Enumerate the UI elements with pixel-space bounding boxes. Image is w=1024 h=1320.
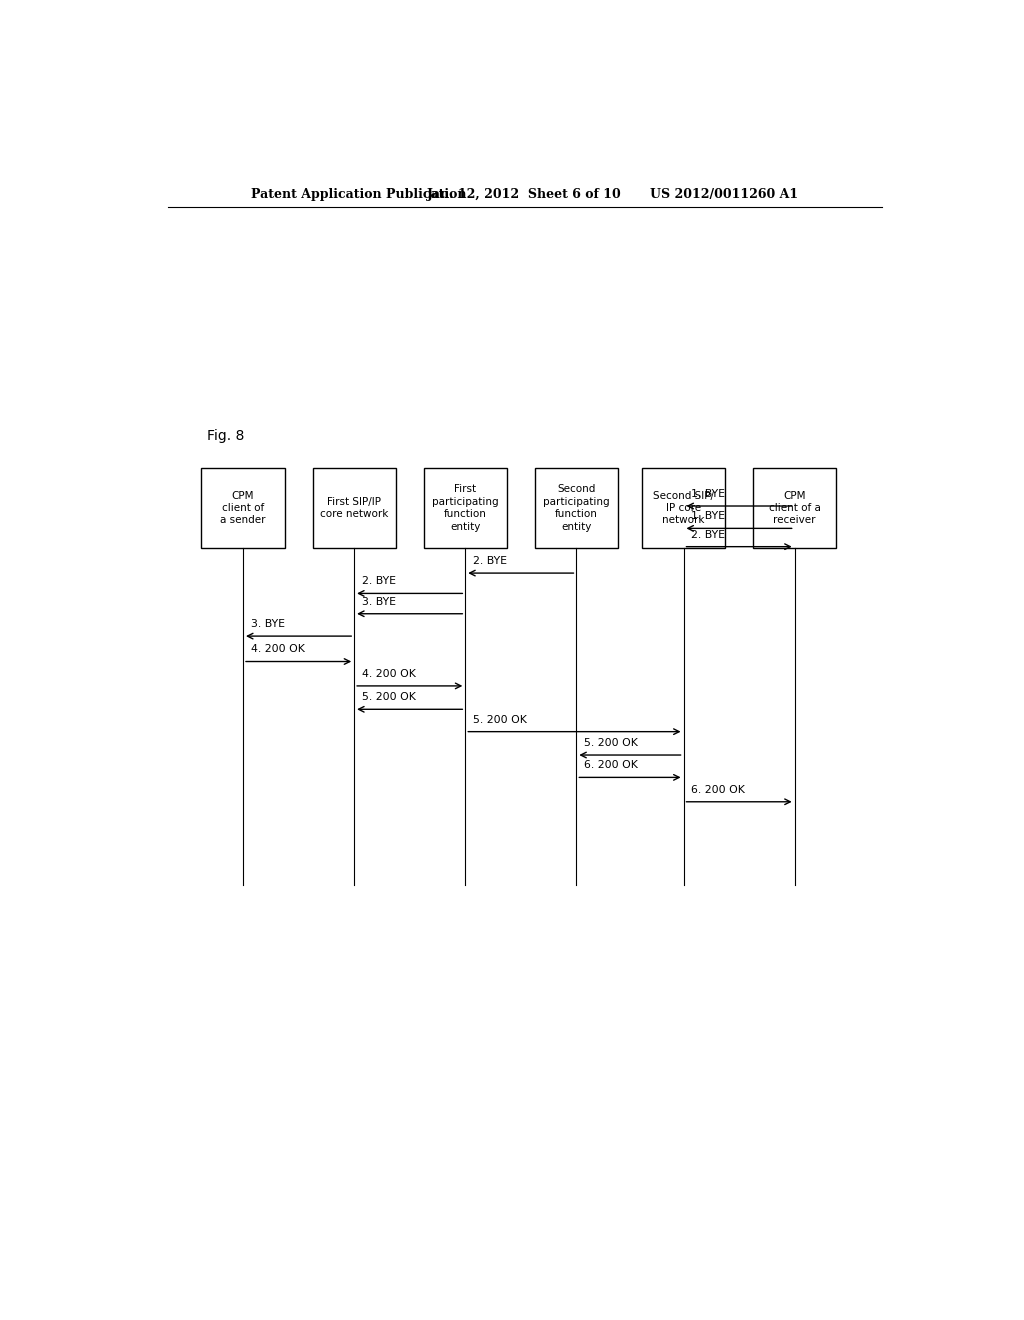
Bar	[202, 469, 285, 548]
Text: 6. 200 OK: 6. 200 OK	[585, 760, 638, 771]
Text: 2. BYE: 2. BYE	[473, 556, 507, 566]
Bar	[424, 469, 507, 548]
Bar	[753, 469, 837, 548]
Text: First SIP/IP
core network: First SIP/IP core network	[319, 496, 388, 519]
Bar	[642, 469, 725, 548]
Text: 3. BYE: 3. BYE	[362, 597, 396, 607]
Text: 3. BYE: 3. BYE	[251, 619, 285, 630]
Text: 2. BYE: 2. BYE	[362, 577, 396, 586]
Text: CPM
client of a
receiver: CPM client of a receiver	[769, 491, 820, 525]
Bar	[535, 469, 618, 548]
Text: 1. BYE: 1. BYE	[691, 488, 725, 499]
Text: Second
participating
function
entity: Second participating function entity	[543, 484, 609, 532]
Text: 2. BYE: 2. BYE	[691, 529, 725, 540]
Text: First
participating
function
entity: First participating function entity	[432, 484, 499, 532]
Text: Second SIP/
IP core
network: Second SIP/ IP core network	[653, 491, 714, 525]
Text: 5. 200 OK: 5. 200 OK	[585, 738, 638, 748]
Text: Patent Application Publication: Patent Application Publication	[251, 189, 467, 202]
Text: Fig. 8: Fig. 8	[207, 429, 245, 444]
Text: CPM
client of
a sender: CPM client of a sender	[220, 491, 266, 525]
Text: 4. 200 OK: 4. 200 OK	[251, 644, 305, 655]
Bar	[312, 469, 396, 548]
Text: 5. 200 OK: 5. 200 OK	[473, 714, 527, 725]
Text: US 2012/0011260 A1: US 2012/0011260 A1	[650, 189, 799, 202]
Text: Jan. 12, 2012  Sheet 6 of 10: Jan. 12, 2012 Sheet 6 of 10	[427, 189, 623, 202]
Text: 5. 200 OK: 5. 200 OK	[362, 692, 416, 702]
Text: 4. 200 OK: 4. 200 OK	[362, 669, 416, 678]
Text: 1. BYE: 1. BYE	[691, 511, 725, 521]
Text: 6. 200 OK: 6. 200 OK	[691, 784, 745, 795]
